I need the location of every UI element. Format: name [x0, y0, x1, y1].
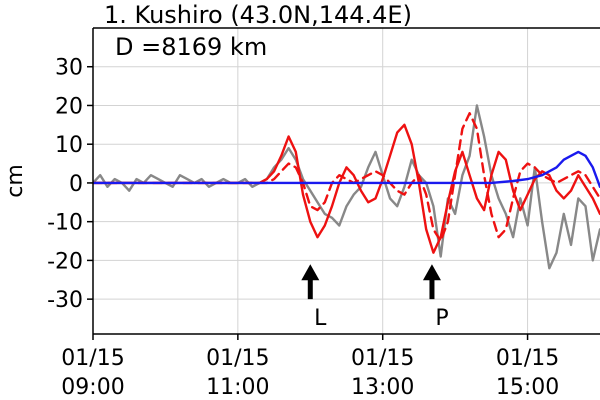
x-tick-label-date: 01/15	[351, 346, 414, 371]
annotation-label: L	[314, 306, 327, 331]
x-tick-label-time: 15:00	[496, 375, 559, 400]
x-tick-label-time: 09:00	[61, 375, 124, 400]
axes: -30 -20 -10 0 10 20 30 01/15 09:00 01/15 11:00 01/1…	[47, 56, 559, 400]
y-tick-label: -10	[47, 211, 83, 236]
series-line-1	[93, 123, 600, 254]
x-tick-label-time: 13:00	[351, 375, 414, 400]
annotation-arrow-head	[422, 264, 441, 281]
y-tick-label: -20	[47, 249, 83, 274]
y-tick-label: 30	[55, 56, 83, 81]
x-tick-label-date: 01/15	[206, 346, 269, 371]
x-tick-label-date: 01/15	[61, 346, 124, 371]
series-layer	[93, 104, 600, 270]
series-line-3	[93, 150, 600, 189]
y-tick-label: 10	[55, 133, 83, 158]
y-tick-label: -30	[47, 288, 83, 313]
series-line-0	[93, 104, 600, 270]
chart-subtitle: D =8169 km	[115, 33, 267, 61]
annotation-label: P	[435, 306, 448, 331]
y-tick-label: 0	[69, 172, 83, 197]
x-tick-label-time: 11:00	[206, 375, 269, 400]
annotation-arrow-head	[301, 264, 320, 281]
y-tick-label: 20	[55, 94, 83, 119]
y-axis-label: cm	[3, 164, 28, 198]
x-tick-label-date: 01/15	[496, 346, 559, 371]
chart-title: 1. Kushiro (43.0N,144.4E)	[104, 1, 412, 29]
grid-lines	[92, 28, 600, 334]
